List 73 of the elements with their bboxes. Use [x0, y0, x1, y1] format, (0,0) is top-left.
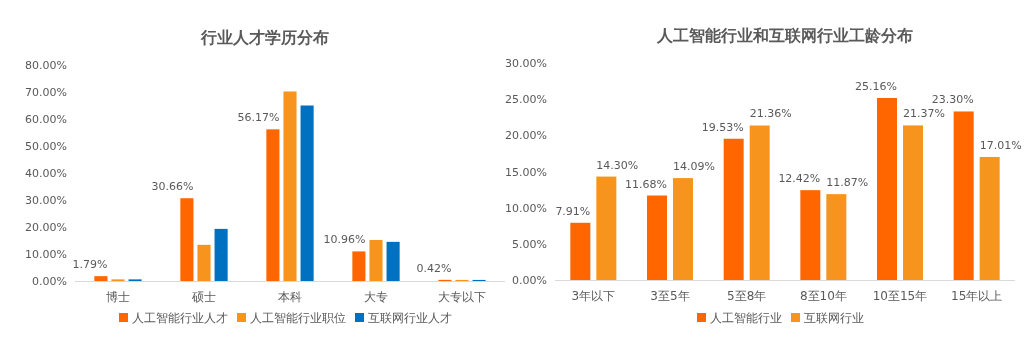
- data-label: 21.36%: [749, 107, 792, 121]
- y-tick-label: 10.00%: [505, 201, 547, 215]
- y-tick-label: 25.00%: [505, 93, 547, 107]
- bar: [979, 156, 1000, 280]
- legend-label: 互联网行业: [804, 311, 864, 325]
- bar: [596, 176, 617, 280]
- bar: [673, 178, 693, 280]
- bar: [180, 198, 194, 281]
- bar: [266, 129, 280, 281]
- bar: [369, 239, 383, 281]
- data-label: 1.79%: [72, 258, 108, 272]
- data-label: 19.53%: [701, 120, 744, 134]
- bar: [723, 138, 744, 280]
- y-tick-label: 5.00%: [512, 237, 547, 251]
- bar: [953, 111, 974, 280]
- data-label: 21.37%: [903, 107, 945, 121]
- y-tick-label: 20.00%: [25, 221, 67, 234]
- chart-title: 人工智能行业和互联网行业工龄分布: [656, 26, 913, 45]
- bar: [283, 91, 297, 281]
- data-label: 12.42%: [778, 172, 821, 186]
- data-label: 56.17%: [237, 111, 280, 125]
- legend-label: 人工智能行业人才: [132, 311, 228, 325]
- bar: [647, 195, 667, 280]
- data-label: 14.30%: [596, 158, 639, 172]
- bar: [300, 105, 314, 281]
- y-tick-label: 40.00%: [25, 167, 67, 180]
- y-tick-label: 15.00%: [505, 165, 547, 179]
- data-label: 25.16%: [855, 80, 897, 94]
- y-tick-label: 30.00%: [505, 57, 547, 70]
- bar: [903, 125, 923, 280]
- x-tick-label: 10至15年: [872, 289, 928, 303]
- x-tick-label: 大专以下: [438, 290, 486, 304]
- bar: [386, 241, 400, 281]
- data-label: 10.96%: [323, 233, 366, 247]
- x-tick-label: 硕士: [191, 290, 216, 304]
- bar: [197, 244, 211, 281]
- x-tick-label: 3年以下: [571, 289, 616, 303]
- x-tick-label: 本科: [278, 290, 302, 304]
- data-label: 14.09%: [673, 160, 715, 174]
- data-label: 30.66%: [151, 180, 194, 194]
- data-label: 7.91%: [555, 204, 591, 218]
- y-tick-label: 20.00%: [505, 129, 547, 143]
- y-tick-label: 0.00%: [32, 275, 67, 288]
- y-tick-label: 0.00%: [512, 274, 547, 287]
- x-tick-label: 15年以上: [951, 289, 1003, 303]
- y-tick-label: 60.00%: [25, 113, 67, 126]
- y-tick-label: 30.00%: [25, 194, 67, 207]
- x-tick-label: 5至8年: [727, 289, 767, 303]
- data-label: 17.01%: [979, 138, 1022, 152]
- legend-label: 人工智能行业: [710, 311, 782, 325]
- bar: [826, 194, 847, 280]
- y-tick-label: 70.00%: [25, 86, 67, 99]
- y-tick-label: 10.00%: [25, 248, 67, 261]
- data-label: 0.42%: [416, 261, 452, 275]
- bar: [352, 251, 366, 281]
- x-tick-label: 8至10年: [799, 289, 847, 303]
- bar: [94, 276, 108, 281]
- y-tick-label: 50.00%: [25, 140, 67, 153]
- x-tick-label: 博士: [106, 290, 130, 304]
- x-tick-label: 大专: [364, 290, 388, 304]
- legend-label: 互联网行业人才: [368, 311, 452, 325]
- chart-title: 行业人才学历分布: [200, 28, 329, 47]
- bar: [214, 228, 228, 281]
- data-label: 23.30%: [931, 93, 974, 107]
- bar: [800, 190, 821, 280]
- data-label: 11.68%: [625, 177, 667, 191]
- legend-label: 人工智能行业职位: [250, 311, 346, 325]
- x-tick-label: 3至5年: [650, 289, 690, 303]
- bar: [877, 98, 897, 280]
- y-tick-label: 80.00%: [25, 59, 67, 72]
- data-label: 11.87%: [826, 176, 869, 190]
- bar: [749, 125, 770, 280]
- bar: [570, 222, 591, 280]
